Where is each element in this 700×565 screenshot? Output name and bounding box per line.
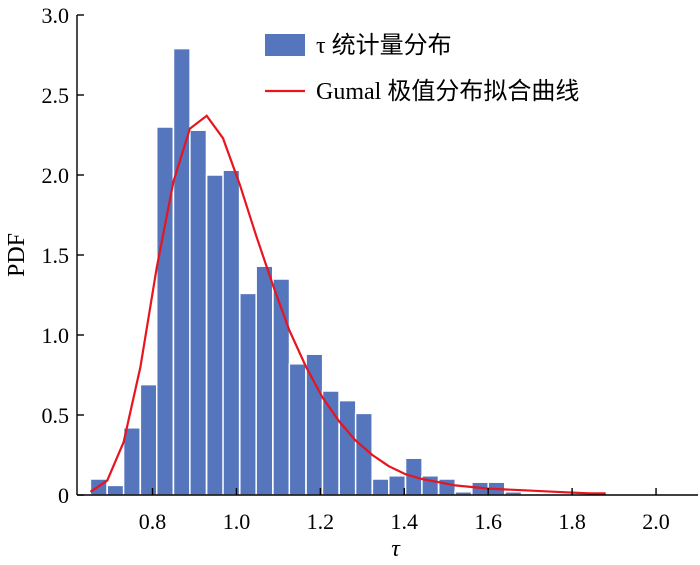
histogram-bar: [288, 363, 307, 496]
fit-curve: [89, 114, 606, 495]
histogram-bar: [437, 478, 457, 496]
histogram-bar: [155, 126, 175, 496]
x-tick-label: 1.0: [223, 509, 251, 534]
histogram-bar: [371, 478, 390, 496]
x-axis-ticks: 0.8 1.0 1.2 1.4 1.6 1.8 2.0: [139, 488, 670, 534]
histogram-bar: [338, 399, 357, 496]
x-tick-label: 1.4: [391, 509, 419, 534]
histogram-bar: [321, 390, 340, 496]
y-tick-label: 2.0: [42, 163, 70, 188]
legend-swatch-histogram: [265, 34, 305, 56]
legend-label-fit: Gumal 极值分布拟合曲线: [316, 78, 579, 105]
histogram-bar: [189, 129, 208, 496]
y-axis-label: PDF: [4, 233, 30, 277]
histogram-bar: [354, 412, 373, 496]
legend-label-histogram: τ 统计量分布: [316, 32, 452, 59]
histogram-bar: [272, 278, 291, 496]
histogram-bar: [205, 174, 224, 496]
histogram-bar: [239, 292, 258, 496]
x-tick-label: 0.8: [139, 509, 167, 534]
histogram-bar: [305, 353, 324, 496]
histogram-bar: [122, 427, 141, 496]
histogram-bar: [172, 47, 191, 496]
x-tick-label: 1.2: [307, 509, 335, 534]
y-tick-label: 1.0: [42, 323, 70, 348]
x-tick-label: 2.0: [642, 509, 670, 534]
histogram-bar: [255, 265, 274, 496]
y-tick-label: 3.0: [42, 3, 70, 28]
histogram-bar: [388, 475, 407, 496]
x-axis-label: τ: [391, 536, 401, 562]
y-axis-ticks: 0 0.5 1.0 1.5 2.0 2.5 3.0: [42, 3, 84, 508]
y-tick-label: 0: [58, 483, 69, 508]
histogram-bar: [222, 169, 241, 496]
y-tick-label: 1.5: [42, 243, 70, 268]
x-tick-label: 1.8: [558, 509, 586, 534]
histogram-bars: [89, 47, 523, 496]
histogram-bar: [139, 383, 158, 496]
y-tick-label: 0.5: [42, 403, 70, 428]
histogram-bar: [106, 484, 125, 496]
legend: τ 统计量分布 Gumal 极值分布拟合曲线: [265, 32, 579, 105]
x-tick-label: 1.6: [474, 509, 502, 534]
y-tick-label: 2.5: [42, 83, 70, 108]
